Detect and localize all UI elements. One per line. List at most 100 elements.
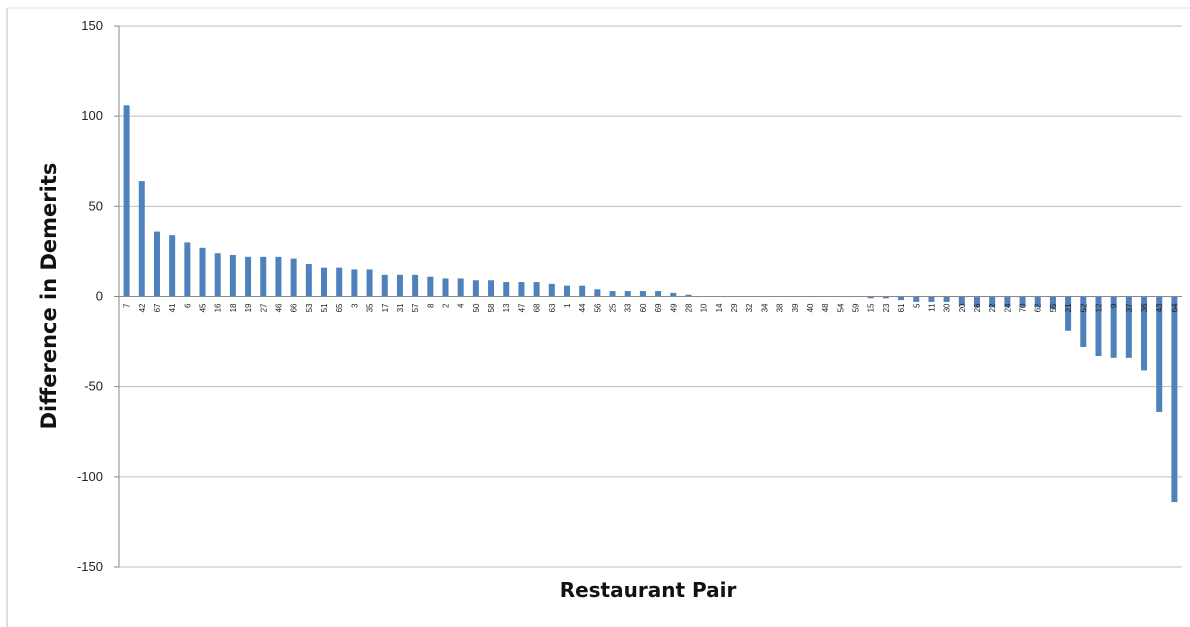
bar xyxy=(989,296,996,308)
x-tick-label: 19 xyxy=(244,303,253,312)
y-tick-label: 150 xyxy=(81,18,103,33)
x-tick-label: 64 xyxy=(1170,303,1179,312)
x-tick-label: 22 xyxy=(988,303,997,312)
x-tick-label: 2 xyxy=(441,303,450,308)
bar xyxy=(245,256,252,297)
x-tick-label: 54 xyxy=(836,303,845,312)
x-tick-label: 43 xyxy=(1155,303,1164,312)
bar xyxy=(533,282,540,297)
bar xyxy=(457,278,464,297)
bar xyxy=(503,282,510,297)
x-tick-label: 4 xyxy=(457,303,466,308)
x-tick-label: 12 xyxy=(1094,303,1103,312)
x-tick-label: 67 xyxy=(153,303,162,312)
x-tick-label: 14 xyxy=(715,303,724,312)
bar xyxy=(472,280,479,297)
x-tick-label: 40 xyxy=(806,303,815,312)
bar xyxy=(1034,296,1041,308)
x-tick-label: 33 xyxy=(624,303,633,312)
x-tick-label: 50 xyxy=(472,303,481,312)
bar xyxy=(290,258,297,297)
bar xyxy=(321,267,328,297)
bar xyxy=(579,285,586,297)
bar xyxy=(1110,296,1117,358)
bar xyxy=(488,280,495,297)
bar xyxy=(214,253,221,297)
x-tick-label: 7 xyxy=(123,303,132,308)
x-tick-label: 60 xyxy=(639,303,648,312)
x-tick-label: 56 xyxy=(593,303,602,312)
bar xyxy=(229,255,236,297)
x-tick-label: 11 xyxy=(927,303,936,312)
x-tick-label: 24 xyxy=(1003,303,1012,312)
bar xyxy=(396,274,403,297)
bar xyxy=(518,282,525,297)
x-tick-label: 25 xyxy=(609,303,618,312)
bar xyxy=(1080,296,1087,347)
x-tick-label: 46 xyxy=(274,303,283,312)
bars xyxy=(123,105,1178,503)
x-tick-label: 53 xyxy=(305,303,314,312)
bar xyxy=(867,296,874,299)
bar xyxy=(639,291,646,297)
x-tick-label: 13 xyxy=(502,303,511,312)
x-tick-label: 29 xyxy=(730,303,739,312)
x-tick-label: 36 xyxy=(1140,303,1149,312)
x-tick-label: 16 xyxy=(214,303,223,312)
x-tick-label: 57 xyxy=(411,303,420,312)
x-tick-label: 23 xyxy=(882,303,891,312)
bar xyxy=(563,285,570,297)
y-tick-label: 50 xyxy=(89,198,103,213)
x-tick-label: 34 xyxy=(760,303,769,312)
x-tick-label: 15 xyxy=(867,303,876,312)
bar xyxy=(123,105,130,297)
x-tick-label: 20 xyxy=(958,303,967,312)
bar xyxy=(153,231,160,297)
x-tick-label: 42 xyxy=(138,303,147,312)
bar xyxy=(624,291,631,297)
x-tick-label: 52 xyxy=(1079,303,1088,312)
bar xyxy=(412,274,419,297)
x-tick-label: 5 xyxy=(912,303,921,308)
bar xyxy=(594,289,601,297)
bar xyxy=(366,269,373,297)
x-tick-label: 70 xyxy=(1019,303,1028,312)
x-tick-label: 6 xyxy=(183,303,192,308)
bar xyxy=(1019,296,1026,308)
y-tick-label: 0 xyxy=(96,289,103,304)
bar xyxy=(381,274,388,297)
x-tick-label: 9 xyxy=(1110,303,1119,308)
x-tick-label: 55 xyxy=(1049,303,1058,312)
x-tick-label: 37 xyxy=(1125,303,1134,312)
bar xyxy=(184,242,191,297)
x-tick-labels: 7 42 67 41 6 45 16 18 19 27 46 66 53 51 65 3 35 17 31 57 8 2 4… xyxy=(123,303,1180,312)
x-tick-label: 63 xyxy=(548,303,557,312)
x-tick-label: 59 xyxy=(852,303,861,312)
x-tick-label: 18 xyxy=(229,303,238,312)
bar xyxy=(275,256,282,297)
bar xyxy=(548,283,555,297)
bar xyxy=(943,296,950,302)
x-tick-label: 48 xyxy=(821,303,830,312)
bar xyxy=(427,276,434,297)
x-tick-label: 58 xyxy=(487,303,496,312)
y-tick-label: -100 xyxy=(77,469,103,484)
bar xyxy=(882,296,889,299)
x-tick-label: 1 xyxy=(563,303,572,308)
x-tick-label: 10 xyxy=(700,303,709,312)
bar xyxy=(655,291,662,297)
bar xyxy=(169,235,176,297)
y-tick-label: -50 xyxy=(84,379,103,394)
y-axis-title: Difference in Demerits xyxy=(37,163,61,430)
bar xyxy=(1171,296,1178,503)
bar xyxy=(670,292,677,297)
bar xyxy=(336,267,343,297)
bar xyxy=(260,256,267,297)
x-tick-label: 49 xyxy=(669,303,678,312)
bar xyxy=(1049,296,1056,310)
bar xyxy=(973,296,980,308)
bar xyxy=(351,269,358,297)
y-tick-label: -150 xyxy=(77,559,103,574)
y-tick-label: 100 xyxy=(81,108,103,123)
bar xyxy=(609,291,616,297)
